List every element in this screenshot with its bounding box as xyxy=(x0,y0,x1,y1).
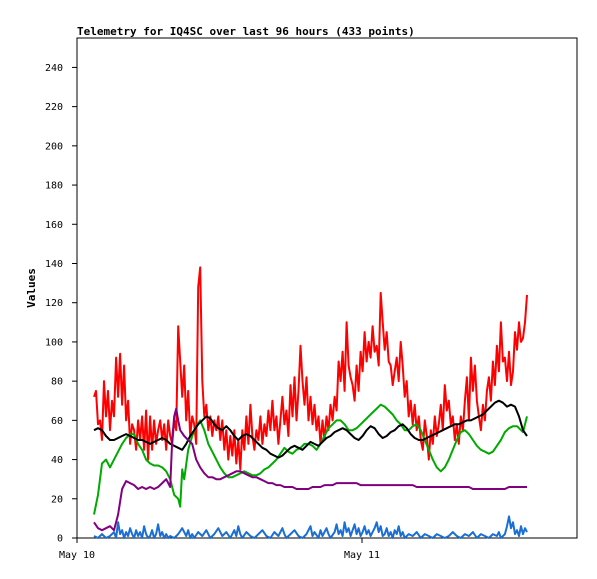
x-axis-ticks: May 10 May 11 xyxy=(59,538,380,561)
y-tick-label: 200 xyxy=(45,141,63,152)
series-group xyxy=(93,266,528,539)
series-line-2 xyxy=(93,403,528,515)
y-tick-label: 40 xyxy=(51,455,63,466)
y-tick-label: 20 xyxy=(51,494,63,505)
chart-title: Telemetry for IQ4SC over last 96 hours (… xyxy=(77,25,415,38)
y-tick-label: 180 xyxy=(45,181,63,192)
y-tick-label: 60 xyxy=(51,416,63,427)
y-tick-label: 100 xyxy=(45,337,63,348)
y-tick-label: 160 xyxy=(45,220,63,231)
y-tick-label: 140 xyxy=(45,259,63,270)
y-tick-label: 220 xyxy=(45,102,63,113)
series-line-3 xyxy=(93,399,528,459)
y-tick-label: 120 xyxy=(45,298,63,309)
series-line-5 xyxy=(93,515,528,539)
y-axis-ticks: 0 20 40 60 80 100 120 140 160 180 200 220 240 xyxy=(45,63,77,545)
series-line-4 xyxy=(93,407,527,532)
series-line-1 xyxy=(93,266,528,471)
y-tick-label: 0 xyxy=(57,534,63,545)
x-tick-label: May 10 xyxy=(59,550,95,561)
y-axis-label: Values xyxy=(25,268,38,308)
y-tick-label: 80 xyxy=(51,377,63,388)
y-tick-label: 240 xyxy=(45,63,63,74)
plot-frame xyxy=(76,37,578,539)
x-tick-label: May 11 xyxy=(344,550,380,561)
